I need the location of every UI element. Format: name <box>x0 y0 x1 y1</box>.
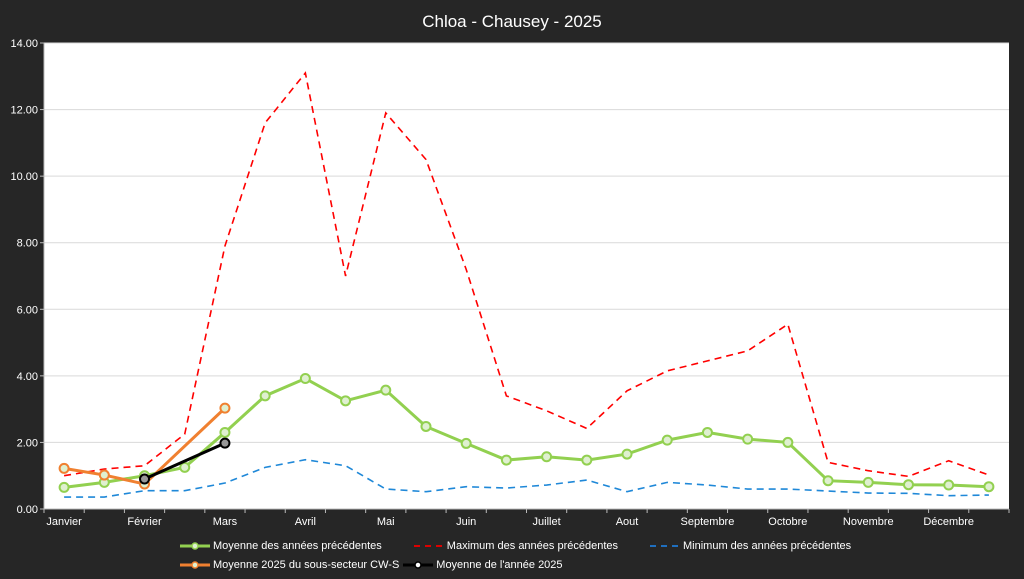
chart-title: Chloa - Chausey - 2025 <box>422 12 602 31</box>
x-tick-label: Novembre <box>843 516 894 528</box>
data-point <box>340 395 352 407</box>
plot-area <box>44 43 1009 509</box>
legend-swatch <box>403 560 434 570</box>
series-line-3 <box>63 407 226 486</box>
legend-swatch <box>413 541 444 551</box>
legend-item-minimum: Minimum des années précédentes <box>650 540 851 552</box>
data-point <box>701 426 713 438</box>
data-point <box>219 426 231 438</box>
legend-label: Moyenne 2025 du sous-secteur CW-S <box>213 558 400 571</box>
y-tick-label: 6.00 <box>17 304 38 316</box>
legend-item-cws: Moyenne 2025 du sous-secteur CW-S <box>180 559 399 571</box>
data-point <box>299 373 311 385</box>
x-tick-label: Février <box>127 516 162 528</box>
legend-label: Moyenne de l'année 2025 <box>436 558 563 571</box>
legend-label: Moyenne des années précédentes <box>213 539 382 552</box>
legend-item-moyenne: Moyenne des années précédentes <box>180 540 382 552</box>
data-point <box>983 481 995 493</box>
x-tick-label: Janvier <box>46 516 82 528</box>
data-point <box>58 462 70 474</box>
data-point <box>219 437 231 449</box>
data-point <box>902 479 914 491</box>
data-point <box>943 479 955 491</box>
legend-swatch <box>180 560 210 570</box>
data-point <box>782 436 794 448</box>
x-tick-label: Juillet <box>533 516 561 528</box>
series-line-1 <box>63 71 990 478</box>
data-point <box>98 469 110 481</box>
y-tick-label: 10.00 <box>10 171 38 183</box>
legend-item-maximum: Maximum des années précédentes <box>413 539 619 552</box>
data-point <box>742 433 754 445</box>
data-point <box>621 448 633 460</box>
series-line-0 <box>63 376 989 489</box>
data-point <box>259 390 271 402</box>
x-tick-label: Juin <box>456 516 476 528</box>
y-tick-label: 2.00 <box>17 437 38 449</box>
x-tick-label: Mai <box>377 516 395 528</box>
legend-label: Minimum des années précédentes <box>683 539 852 552</box>
data-point <box>219 402 231 414</box>
x-tick-label: Aout <box>616 516 639 528</box>
data-point <box>862 476 874 488</box>
data-point <box>460 437 472 449</box>
data-point <box>541 451 553 463</box>
x-tick-label: Septembre <box>681 516 735 528</box>
series-line-4 <box>143 441 226 481</box>
x-tick-label: Octobre <box>768 516 807 528</box>
y-tick-label: 4.00 <box>17 371 38 383</box>
data-point <box>139 473 151 485</box>
y-tick-label: 8.00 <box>17 238 38 250</box>
legend: Moyenne des années précédentes Maximum d… <box>180 536 865 574</box>
data-point <box>581 454 593 466</box>
series-line-2 <box>64 458 989 498</box>
legend-item-2025: Moyenne de l'année 2025 <box>403 558 563 571</box>
data-point <box>380 384 392 396</box>
y-tick-label: 14.00 <box>10 38 38 50</box>
data-point <box>179 461 191 473</box>
x-tick-label: Décembre <box>923 516 974 528</box>
y-tick-label: 0.00 <box>17 504 38 516</box>
data-point <box>420 420 432 432</box>
legend-swatch <box>180 541 210 551</box>
data-point <box>661 434 673 446</box>
data-point <box>822 475 834 487</box>
legend-label: Maximum des années précédentes <box>446 539 619 552</box>
y-tick-label: 12.00 <box>10 105 38 117</box>
x-tick-label: Mars <box>213 516 238 528</box>
x-tick-label: Avril <box>295 516 316 528</box>
data-point <box>58 481 70 493</box>
legend-swatch <box>650 541 681 551</box>
data-point <box>500 454 512 466</box>
